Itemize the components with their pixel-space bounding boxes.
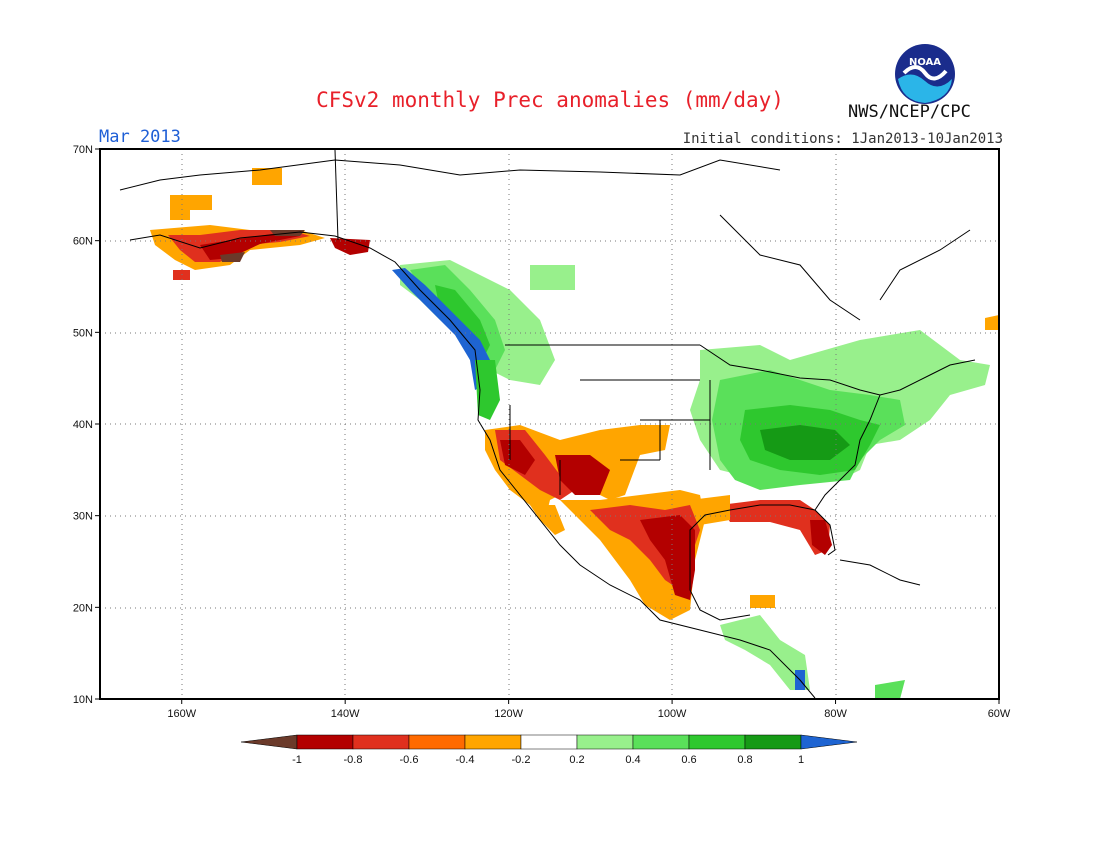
anomaly-gulf-coast [720,500,830,555]
lat-tick-label: 70N [73,144,93,156]
legend-label: -0.2 [512,754,531,766]
svg-text:NOAA: NOAA [909,57,941,68]
legend-label: 0.6 [681,754,696,766]
legend-label: 0.4 [625,754,640,766]
legend-label: -1 [292,754,302,766]
lat-tick-label: 60N [73,236,93,248]
legend-swatch [576,734,634,750]
longitude-tick-labels: 160W 140W 120W 100W 80W 60W [167,699,1011,720]
anomaly-gulf-orange [690,495,730,525]
lat-tick-label: 20N [73,602,93,614]
agency-label: NWS/NCEP/CPC [848,102,971,122]
legend-label: 1 [798,754,804,766]
lon-tick-label: 140W [331,708,360,720]
anomaly-alaska-darkred [200,232,300,260]
lon-tick-label: 60W [988,708,1011,720]
anomaly-central-america [720,615,810,690]
anomaly-fields [150,168,999,699]
chart-title: CFSv2 monthly Prec anomalies (mm/day) [316,88,784,112]
latitude-tick-labels: 10N 20N 30N 40N 50N 60N 70N [73,144,100,706]
legend-swatch [464,734,522,750]
anomaly-hudson-green [530,265,575,290]
anomaly-nm-red [555,455,610,495]
legend-arrow-high [800,734,858,750]
lon-tick-label: 120W [494,708,523,720]
anomaly-alaska-north [170,195,212,220]
color-legend: -1 -0.8 -0.6 -0.4 -0.2 0.2 0.4 0.6 0.8 1 [240,734,858,766]
anomaly-caribbean-green [875,680,905,699]
legend-swatch [632,734,690,750]
anomaly-tn-valley [760,425,850,460]
legend-swatch [688,734,746,750]
lat-tick-label: 30N [73,511,93,523]
legend-label: 0.8 [737,754,752,766]
lat-tick-label: 40N [73,419,93,431]
lon-tick-label: 160W [167,708,196,720]
anomaly-alaska-brown-2 [220,252,245,262]
anomaly-florida-darkred [810,520,832,555]
legend-swatch [744,734,802,750]
anomaly-alaska-north-2 [252,168,282,185]
anomaly-baja-orange [530,505,565,535]
anomaly-southwest-darkred [500,440,535,475]
anomaly-nova-scotia-orange [985,315,999,330]
initial-conditions-label: Initial conditions: 1Jan2013-10Jan2013 [682,131,1003,147]
legend-swatch [352,734,410,750]
anomaly-yucatan-orange [750,595,775,608]
coastlines [119,149,976,699]
noaa-logo-icon: NOAA [895,44,955,104]
anomaly-texas-darkred [640,515,695,600]
lat-tick-label: 10N [73,694,93,706]
legend-swatch [408,734,466,750]
graticule [100,149,999,699]
legend-swatch [296,734,354,750]
lat-tick-label: 50N [73,327,93,339]
legend-swatch [520,734,578,750]
legend-label: -0.4 [456,754,475,766]
lon-tick-label: 100W [658,708,687,720]
lon-tick-label: 80W [824,708,847,720]
legend-label: -0.8 [344,754,363,766]
legend-label: -0.6 [400,754,419,766]
legend-arrow-low [240,734,298,750]
anomaly-panhandle-red [330,238,370,255]
legend-label: 0.2 [569,754,584,766]
anomaly-oregon-green [475,360,500,420]
forecast-month-label: Mar 2013 [99,127,181,147]
